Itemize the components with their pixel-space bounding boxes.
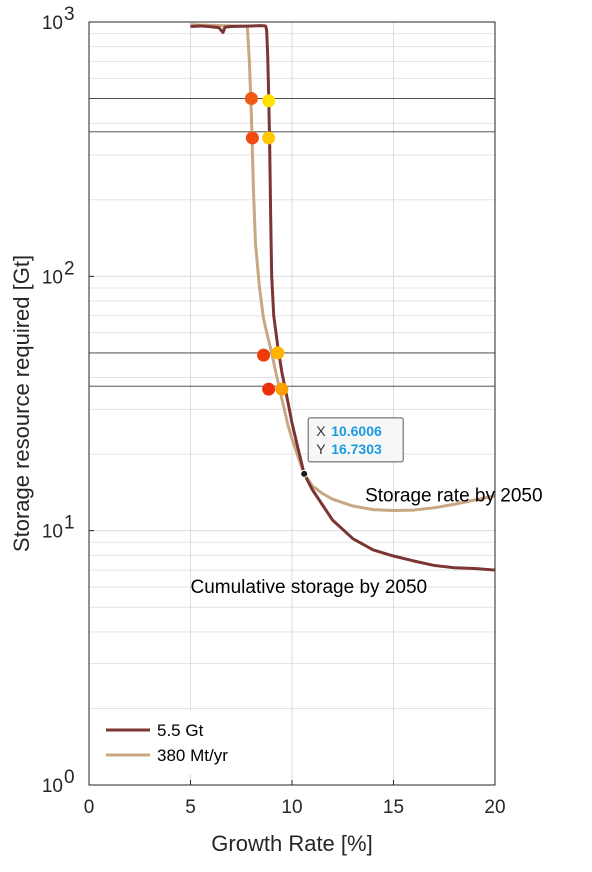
- annotation-text: Cumulative storage by 2050: [191, 577, 428, 598]
- y-tick-label: 10: [42, 267, 63, 288]
- datatip[interactable]: X 10.6006 Y 16.7303: [300, 417, 404, 478]
- x-axis-label: Growth Rate [%]: [211, 831, 372, 856]
- threshold-marker: [262, 94, 276, 108]
- annotation-text: Storage rate by 2050: [365, 486, 542, 507]
- x-tick-label: 5: [185, 797, 196, 818]
- threshold-marker: [257, 348, 271, 362]
- y-axis-label: Storage resource required [Gt]: [9, 255, 34, 552]
- y-tick-label: 10: [42, 522, 63, 543]
- x-tick-label: 0: [84, 797, 95, 818]
- threshold-marker: [275, 382, 289, 396]
- threshold-marker: [262, 382, 276, 396]
- x-tick-label: 20: [484, 797, 505, 818]
- y-tick-label-exponent: 1: [64, 513, 75, 534]
- datatip-x-value: 10.6006: [331, 423, 382, 439]
- legend: 5.5 Gt 380 Mt/yr: [97, 710, 265, 774]
- datatip-y-key: Y: [316, 441, 326, 457]
- datatip-box: [307, 417, 404, 463]
- legend-label: 5.5 Gt: [157, 721, 204, 740]
- datatip-point: [300, 469, 309, 478]
- x-tick-label: 10: [281, 797, 302, 818]
- legend-box: [97, 710, 265, 774]
- annotations: Storage rate by 2050 Cumulative storage b…: [191, 486, 543, 598]
- y-tick-label: 10: [42, 13, 63, 34]
- threshold-marker: [245, 131, 259, 145]
- legend-label: 380 Mt/yr: [157, 746, 228, 765]
- y-tick-label-exponent: 3: [64, 4, 75, 25]
- axis-tick-marks: [88, 21, 496, 786]
- y-tick-label-exponent: 0: [64, 767, 75, 788]
- threshold-markers: [244, 92, 289, 396]
- threshold-marker: [262, 131, 276, 145]
- threshold-marker: [271, 346, 285, 360]
- x-tick-labels: 0 5 10 15 20: [84, 797, 506, 818]
- x-tick-label: 15: [383, 797, 404, 818]
- threshold-marker: [244, 92, 258, 106]
- y-tick-label: 10: [42, 776, 63, 797]
- reference-lines: [89, 98, 495, 387]
- y-tick-label-exponent: 2: [64, 258, 75, 279]
- datatip-y-value: 16.7303: [331, 441, 382, 457]
- series-line-5-5-gt: [190, 24, 496, 572]
- datatip-x-key: X: [316, 423, 326, 439]
